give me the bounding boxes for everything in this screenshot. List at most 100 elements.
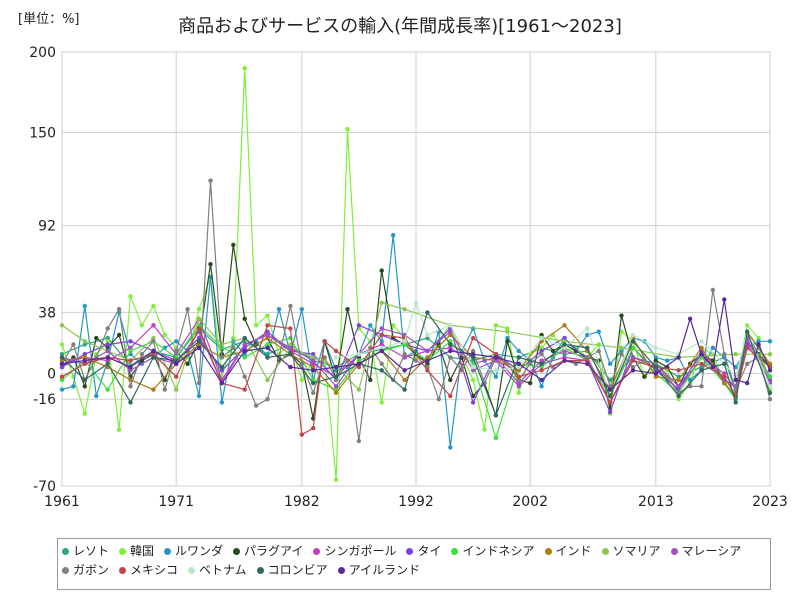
- data-point: [722, 297, 727, 302]
- data-point: [82, 361, 88, 366]
- data-point: [82, 377, 88, 383]
- data-point: [665, 374, 670, 379]
- data-point: [767, 361, 773, 366]
- data-point: [379, 345, 384, 350]
- data-point: [448, 323, 453, 328]
- data-point: [333, 384, 339, 389]
- data-point: [265, 332, 270, 338]
- legend-marker: [188, 567, 196, 574]
- data-point: [333, 390, 339, 395]
- data-point: [265, 397, 270, 402]
- legend-marker: [601, 548, 609, 555]
- data-point: [630, 332, 636, 338]
- data-point: [562, 358, 567, 363]
- data-point: [699, 339, 704, 344]
- data-point: [59, 342, 65, 347]
- data-point: [585, 355, 590, 360]
- data-point: [196, 307, 202, 312]
- legend-item: マレーシア: [670, 542, 741, 561]
- data-point: [82, 384, 88, 389]
- legend-label: コロンビア: [267, 563, 328, 577]
- data-point: [642, 374, 647, 379]
- data-point: [265, 377, 270, 383]
- legend-label: ルワンダ: [175, 544, 224, 558]
- data-point: [333, 377, 339, 383]
- data-point: [687, 316, 693, 321]
- x-tick-label: 1982: [284, 494, 320, 510]
- data-point: [448, 329, 453, 334]
- data-point: [311, 380, 316, 386]
- data-point: [630, 364, 636, 370]
- data-point: [493, 352, 499, 357]
- x-tick-label: 1961: [44, 494, 80, 510]
- data-point: [470, 400, 476, 405]
- data-point: [562, 352, 567, 357]
- data-point: [756, 342, 761, 347]
- data-point: [413, 300, 419, 305]
- x-tick-label: 1992: [398, 494, 434, 510]
- series-14: [59, 297, 773, 392]
- line-chart: 200 150 92 38 0 -16 -70 1961 1971 1982 1992 2002 20…: [29, 45, 788, 510]
- data-point: [516, 355, 521, 360]
- data-point: [630, 358, 636, 363]
- data-point: [733, 352, 738, 357]
- data-point: [767, 339, 773, 344]
- data-point: [470, 335, 476, 341]
- data-point: [174, 339, 179, 344]
- data-point: [59, 323, 65, 328]
- data-point: [767, 390, 773, 395]
- legend-label: レソト: [73, 544, 110, 558]
- data-point: [379, 339, 384, 344]
- data-point: [448, 445, 453, 450]
- data-point: [562, 342, 567, 347]
- legend-item: ガボン: [62, 561, 109, 580]
- data-point: [356, 438, 362, 444]
- data-point: [470, 352, 476, 357]
- data-point: [470, 368, 476, 373]
- data-point: [710, 345, 716, 350]
- data-point: [676, 397, 681, 402]
- series-line: [336, 300, 771, 398]
- data-point: [242, 65, 247, 71]
- data-point: [379, 361, 384, 366]
- legend-marker: [406, 548, 414, 555]
- data-point: [196, 380, 202, 386]
- data-point: [174, 361, 179, 366]
- y-tick-label: 150: [29, 125, 56, 141]
- data-point: [448, 377, 453, 383]
- legend-marker: [544, 548, 552, 555]
- data-point: [653, 371, 658, 376]
- data-point: [105, 348, 110, 354]
- data-point: [139, 323, 145, 328]
- data-point: [128, 364, 133, 370]
- data-point: [699, 368, 704, 373]
- data-point: [105, 345, 110, 350]
- data-point: [162, 387, 167, 392]
- data-point: [288, 364, 293, 370]
- legend-marker: [451, 548, 459, 555]
- data-point: [82, 303, 88, 309]
- data-point: [539, 361, 544, 366]
- data-point: [82, 411, 88, 416]
- data-point: [356, 352, 362, 357]
- data-point: [299, 307, 304, 312]
- data-point: [425, 310, 430, 315]
- data-point: [562, 335, 567, 341]
- data-point: [448, 393, 453, 399]
- data-point: [356, 361, 362, 366]
- data-point: [585, 361, 590, 366]
- data-point: [402, 377, 407, 383]
- data-point: [105, 358, 110, 363]
- data-point: [607, 384, 613, 389]
- data-point: [356, 358, 362, 363]
- data-point: [676, 393, 681, 399]
- data-point: [59, 377, 65, 383]
- legend-marker: [233, 548, 241, 555]
- data-point: [242, 335, 247, 341]
- data-point: [528, 380, 533, 386]
- legend-item: メキシコ: [119, 561, 178, 580]
- data-point: [356, 364, 362, 370]
- data-point: [630, 355, 636, 360]
- data-point: [265, 335, 270, 341]
- legend-label: インドネシア: [462, 544, 535, 558]
